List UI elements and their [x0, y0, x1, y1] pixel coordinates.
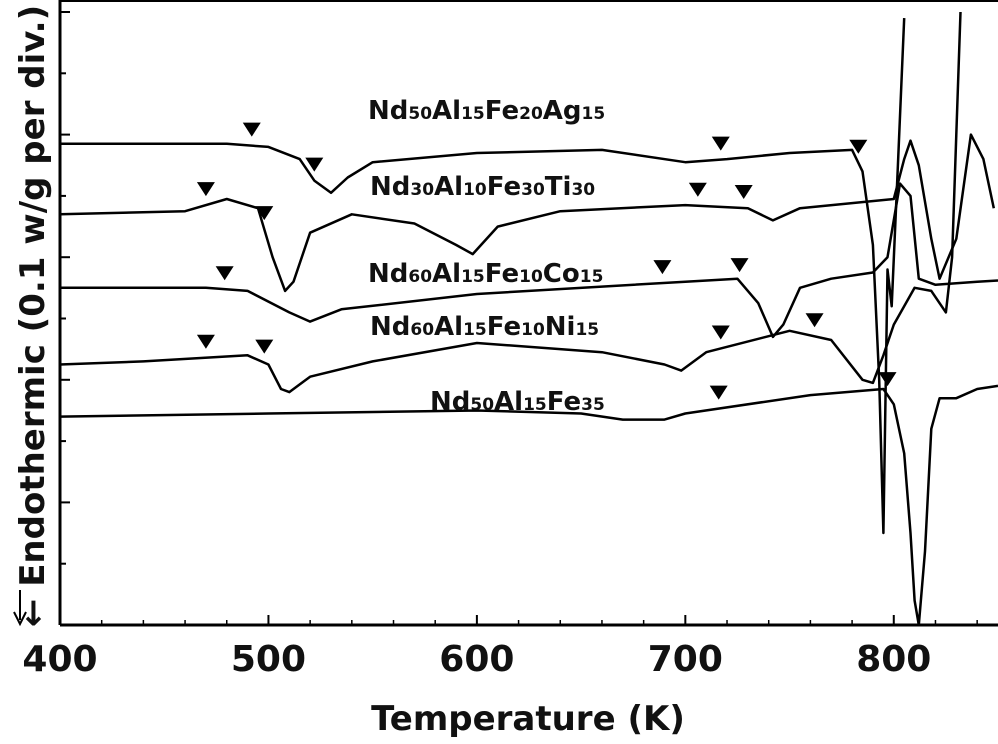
transition-marker — [689, 183, 707, 197]
transition-marker — [197, 335, 215, 349]
series-label: Nd50Al15Fe35 — [430, 387, 605, 417]
transition-marker — [216, 266, 234, 280]
x-tick-label: 800 — [856, 639, 931, 680]
transition-marker — [243, 123, 261, 137]
transition-marker — [710, 386, 728, 400]
x-tick-label: 600 — [439, 639, 514, 680]
transition-marker — [731, 258, 749, 272]
transition-marker — [712, 137, 730, 151]
series-label: Nd60Al15Fe10Co15 — [368, 259, 603, 289]
transition-marker — [806, 313, 824, 327]
series-line — [60, 386, 998, 625]
transition-marker — [879, 372, 897, 386]
series-label: Nd60Al15Fe10Ni15 — [370, 312, 599, 342]
transition-marker — [255, 340, 273, 354]
transition-marker — [653, 260, 671, 274]
series-label: Nd50Al15Fe20Ag15 — [368, 96, 605, 126]
x-tick-label: 400 — [22, 639, 97, 680]
label-layer: Nd50Al15Fe20Ag15 Nd30Al10Fe30Ti30 Nd60Al15… — [368, 96, 605, 417]
transition-marker — [255, 206, 273, 220]
series-label: Nd30Al10Fe30Ti30 — [370, 172, 595, 202]
plot-frame — [60, 0, 998, 625]
y-axis-title: ← Endothermic (0.1 w/g per div.) — [13, 5, 53, 627]
x-tick-label: 700 — [648, 639, 723, 680]
x-axis-title: Temperature (K) — [371, 699, 685, 739]
transition-marker — [735, 185, 753, 199]
transition-marker — [712, 325, 730, 339]
x-tick-label: 500 — [231, 639, 306, 680]
transition-marker — [197, 182, 215, 196]
